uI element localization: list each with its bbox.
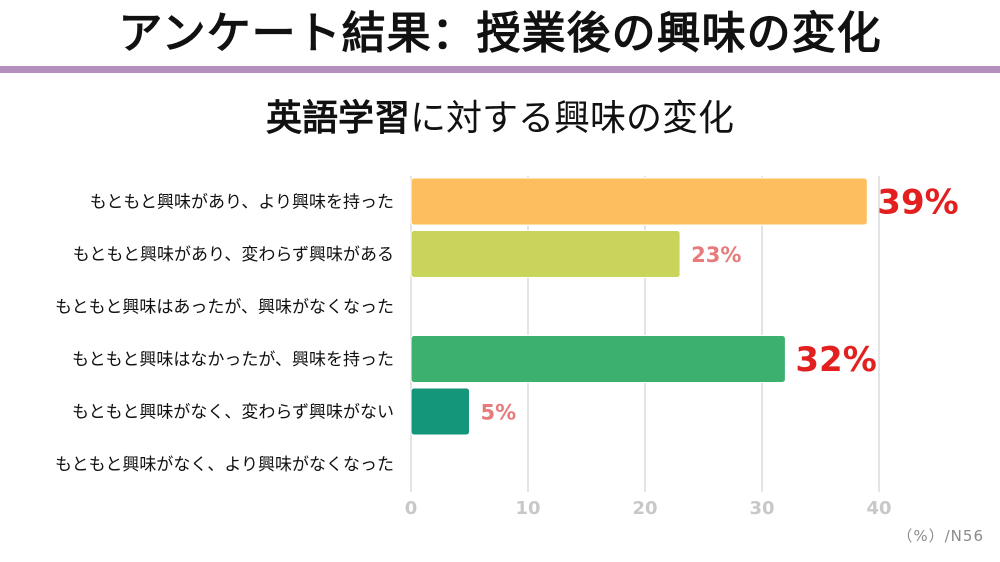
chart-footnote: （%）/N56 (897, 527, 984, 545)
x-tick-label: 0 (405, 498, 418, 519)
chart-title: 英語学習に対する興味の変化 (0, 96, 1000, 142)
category-label: もともと興味があり、より興味を持った (90, 193, 394, 213)
slide-title: アンケート結果：授業後の興味の変化 (118, 8, 882, 59)
bar (410, 177, 868, 226)
category-label: もともと興味はあったが、興味がなくなった (55, 298, 394, 318)
chart-title-emphasis: 英語学習 (265, 98, 410, 139)
bar (410, 387, 470, 436)
title-divider (0, 66, 1000, 73)
data-label: 32% (795, 340, 876, 380)
chart-grid (410, 176, 880, 492)
x-tick-label: 40 (866, 498, 891, 519)
category-label: もともと興味はなかったが、興味を持った (72, 350, 394, 370)
x-tick-label: 30 (749, 498, 774, 519)
chart-value-labels: 39% 23% 32% 5% (481, 183, 959, 425)
chart-tick-labels: 0 10 20 30 40 (405, 498, 892, 519)
chart-bars (410, 177, 868, 436)
category-label: もともと興味がなく、より興味がなくなった (55, 455, 394, 475)
x-tick-label: 20 (632, 498, 657, 519)
bar (410, 230, 681, 278)
chart-title-rest: に対する興味の変化 (410, 98, 735, 139)
data-label: 39% (877, 183, 958, 223)
x-tick-label: 10 (515, 498, 540, 519)
category-label: もともと興味があり、変わらず興味がある (73, 245, 394, 265)
data-label: 23% (691, 243, 741, 267)
bar (410, 335, 786, 383)
data-label: 5% (481, 401, 517, 425)
chart-category-labels: もともと興味があり、より興味を持ったもともと興味があり、変わらず興味があるもとも… (55, 193, 394, 476)
category-label: もともと興味がなく、変わらず興味がない (72, 403, 394, 423)
